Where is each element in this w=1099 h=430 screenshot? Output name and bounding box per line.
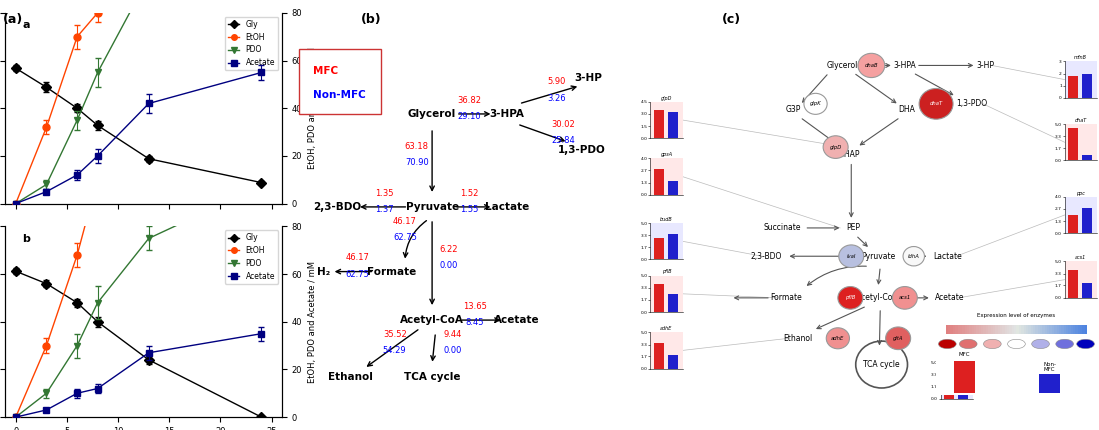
Text: 8.45: 8.45	[465, 318, 484, 327]
Text: glpD: glpD	[660, 95, 673, 101]
Text: glpK: glpK	[810, 101, 821, 106]
Text: 3-HP: 3-HP	[976, 61, 995, 70]
Text: Non-MFC: Non-MFC	[313, 90, 366, 100]
Text: 13.65: 13.65	[463, 302, 487, 311]
Text: 6.22: 6.22	[440, 245, 458, 254]
Text: Formate: Formate	[367, 267, 415, 276]
Circle shape	[858, 53, 885, 77]
Text: 36.82: 36.82	[457, 95, 481, 104]
Text: 1.52: 1.52	[460, 189, 479, 198]
Text: Pyruvate: Pyruvate	[861, 252, 896, 261]
Circle shape	[919, 89, 953, 119]
Text: PEP: PEP	[846, 224, 861, 233]
Text: Acetate: Acetate	[935, 293, 964, 302]
Text: MFC: MFC	[313, 65, 338, 76]
Text: Formate: Formate	[770, 293, 802, 302]
Text: 1.55: 1.55	[460, 205, 479, 214]
Text: H₂: H₂	[317, 267, 330, 276]
Text: acs1: acs1	[1075, 255, 1086, 260]
Text: 0.00: 0.00	[443, 347, 462, 355]
Circle shape	[823, 136, 848, 158]
Text: b: b	[22, 233, 30, 244]
Text: 9.44: 9.44	[443, 330, 462, 339]
Text: 0.00: 0.00	[440, 261, 458, 270]
Text: 1.35: 1.35	[375, 189, 393, 198]
Text: 46.17: 46.17	[393, 217, 417, 226]
Text: Glycerol: Glycerol	[826, 61, 858, 70]
Text: Ethanol: Ethanol	[784, 334, 812, 343]
Text: G3P: G3P	[786, 105, 801, 114]
Text: 29.10: 29.10	[457, 112, 481, 121]
Text: budB: budB	[660, 217, 673, 222]
Text: Acetyl-CoA: Acetyl-CoA	[857, 293, 899, 302]
Text: gltA: gltA	[892, 336, 903, 341]
Circle shape	[892, 286, 918, 309]
Text: Lactate: Lactate	[485, 202, 529, 212]
Text: a: a	[22, 20, 30, 30]
Text: pflB: pflB	[845, 295, 855, 301]
Text: DHA: DHA	[899, 105, 915, 114]
Text: Ethanol: Ethanol	[328, 372, 373, 382]
Text: TCA cycle: TCA cycle	[864, 360, 900, 369]
Text: 54.29: 54.29	[382, 347, 407, 355]
Text: Acetate: Acetate	[495, 315, 540, 325]
Text: 46.17: 46.17	[345, 253, 369, 262]
Text: Acetyl-CoA: Acetyl-CoA	[400, 315, 464, 325]
Text: 3-HP: 3-HP	[575, 73, 602, 83]
Circle shape	[837, 286, 863, 309]
Text: gpsA: gpsA	[660, 152, 673, 157]
Legend: Gly, EtOH, PDO, Acetate: Gly, EtOH, PDO, Acetate	[225, 17, 278, 70]
Text: 25.84: 25.84	[552, 136, 575, 145]
Circle shape	[804, 93, 828, 114]
Text: glpD: glpD	[830, 144, 842, 150]
Text: 1.37: 1.37	[375, 205, 393, 214]
Text: 1,3-PDO: 1,3-PDO	[956, 99, 987, 108]
Text: Pyruvate: Pyruvate	[406, 202, 458, 212]
Text: 5.90: 5.90	[547, 77, 566, 86]
Text: 2,3-BDO: 2,3-BDO	[313, 202, 360, 212]
Text: lvaI: lvaI	[846, 254, 856, 259]
Text: 2,3-BDO: 2,3-BDO	[751, 252, 782, 261]
Text: TCA cycle: TCA cycle	[403, 372, 460, 382]
Text: adhE: adhE	[831, 336, 844, 341]
Text: 1,3-PDO: 1,3-PDO	[558, 145, 606, 155]
Y-axis label: EtOH, PDO and Acetate / mM: EtOH, PDO and Acetate / mM	[308, 47, 317, 169]
Circle shape	[886, 327, 911, 350]
Text: dhaT: dhaT	[930, 101, 943, 106]
Text: 30.02: 30.02	[552, 120, 575, 129]
Text: ldhA: ldhA	[908, 254, 920, 259]
Text: 62.75: 62.75	[345, 270, 369, 279]
Text: gltA: gltA	[952, 356, 962, 361]
Text: Lactate: Lactate	[933, 252, 962, 261]
Text: DHAP: DHAP	[839, 150, 859, 159]
Text: Succinate: Succinate	[764, 224, 801, 233]
Circle shape	[826, 328, 850, 349]
Text: 3-HPA: 3-HPA	[489, 109, 524, 119]
Y-axis label: EtOH, PDO and Acetate / mM: EtOH, PDO and Acetate / mM	[308, 261, 317, 383]
Text: (c): (c)	[722, 13, 741, 26]
Text: (b): (b)	[360, 13, 381, 26]
Legend: Gly, EtOH, PDO, Acetate: Gly, EtOH, PDO, Acetate	[225, 230, 278, 284]
Circle shape	[903, 246, 924, 266]
Text: dhaT: dhaT	[1075, 118, 1087, 123]
Text: mfnB: mfnB	[1074, 55, 1087, 60]
Text: 35.52: 35.52	[382, 330, 407, 339]
Text: dhaB: dhaB	[865, 63, 878, 68]
Text: pflB: pflB	[662, 270, 671, 274]
Text: ppc: ppc	[1076, 190, 1085, 196]
FancyBboxPatch shape	[299, 49, 381, 114]
Text: Glycerol: Glycerol	[408, 109, 456, 119]
Circle shape	[839, 245, 864, 267]
Text: (a): (a)	[3, 13, 23, 26]
Text: acs1: acs1	[899, 295, 911, 301]
Text: adhE: adhE	[660, 326, 673, 331]
Text: 3.26: 3.26	[547, 94, 566, 103]
Text: 3-HPA: 3-HPA	[893, 61, 917, 70]
Text: 63.18: 63.18	[404, 142, 429, 151]
Text: 70.90: 70.90	[404, 158, 429, 167]
Text: 62.75: 62.75	[393, 233, 417, 242]
